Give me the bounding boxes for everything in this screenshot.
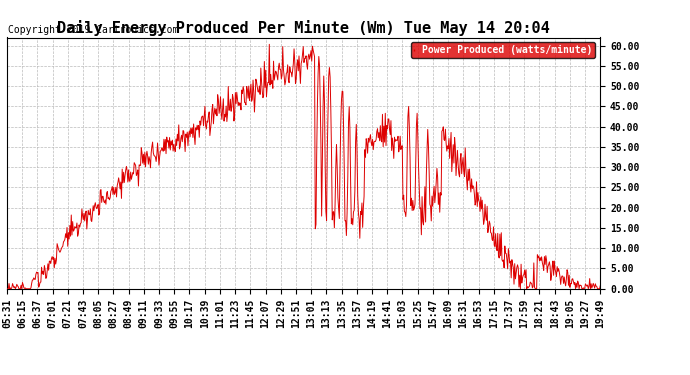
- Text: Copyright 2019 Cartronics.com: Copyright 2019 Cartronics.com: [8, 25, 179, 35]
- Legend: Power Produced (watts/minute): Power Produced (watts/minute): [411, 42, 595, 58]
- Title: Daily Energy Produced Per Minute (Wm) Tue May 14 20:04: Daily Energy Produced Per Minute (Wm) Tu…: [57, 20, 550, 36]
